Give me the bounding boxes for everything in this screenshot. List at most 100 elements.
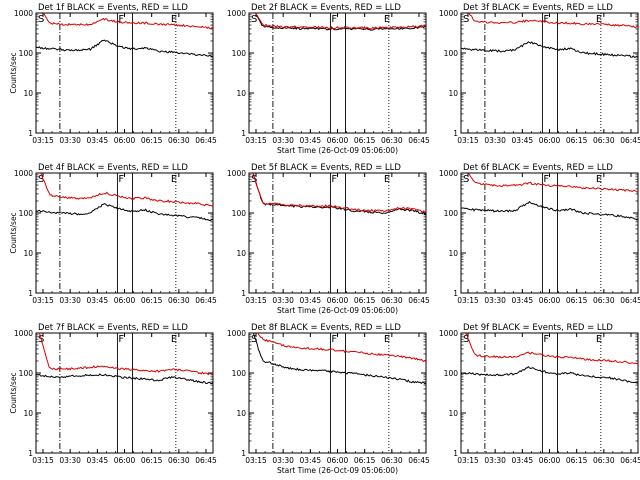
x-tick-label: 06:15: [141, 456, 163, 465]
x-tick-label: 06:30: [593, 456, 615, 465]
x-tick-label: 06:45: [408, 456, 430, 465]
y-tick-label: 100: [19, 209, 34, 218]
y-tick-label: 100: [232, 209, 247, 218]
marker-e: E: [171, 174, 177, 185]
plot-title: Det 9f BLACK = Events, RED = LLD: [463, 323, 613, 333]
x-tick-label: 06:15: [566, 136, 588, 145]
plot-title: Det 5f BLACK = Events, RED = LLD: [251, 163, 401, 173]
marker-e: E: [171, 14, 177, 25]
lld-series-line: [40, 173, 213, 207]
x-tick-label: 06:30: [381, 456, 403, 465]
y-tick-label: 100: [232, 49, 247, 58]
x-axis-label: Start Time (26-Oct-09 05:06:00): [277, 466, 398, 475]
axes-frame: [460, 332, 639, 454]
x-tick-label: 06:15: [566, 456, 588, 465]
marker-s: S: [251, 174, 257, 185]
marker-f: F: [331, 14, 337, 25]
x-axis-label: Start Time (26-Oct-09 05:06:00): [277, 146, 398, 155]
y-tick-label: 1000: [439, 329, 458, 338]
x-tick-label: 03:30: [59, 136, 81, 145]
x-tick-label: 06:15: [354, 296, 376, 305]
x-tick-label: 06:45: [195, 456, 217, 465]
lld-series-line: [255, 13, 426, 30]
x-tick-label: 06:30: [168, 136, 190, 145]
x-tick-label: 03:45: [87, 296, 109, 305]
y-tick-label: 1000: [439, 169, 458, 178]
x-tick-label: 03:45: [300, 456, 322, 465]
x-tick-label: 06:15: [141, 136, 163, 145]
plot-title: Det 2f BLACK = Events, RED = LLD: [251, 3, 401, 13]
x-tick-label: 06:45: [408, 296, 430, 305]
y-tick-label: 10: [23, 89, 33, 98]
marker-s: S: [463, 14, 469, 25]
marker-s: S: [463, 174, 469, 185]
y-tick-label: 1: [453, 129, 458, 138]
marker-f: F: [543, 174, 549, 185]
events-series-line: [254, 13, 426, 31]
y-axis-label: Counts/sec: [9, 52, 18, 93]
y-tick-label: 1: [241, 289, 246, 298]
subplot-4: Det 4f BLACK = Events, RED = LLD 1 10 100 10…: [9, 163, 217, 305]
x-tick-label: 03:30: [272, 296, 294, 305]
subplot-7: Det 7f BLACK = Events, RED = LLD 1 10 100 10…: [9, 323, 217, 465]
x-tick-label: 03:30: [272, 456, 294, 465]
y-tick-label: 1: [28, 289, 33, 298]
y-tick-label: 10: [236, 89, 246, 98]
y-tick-label: 100: [444, 209, 459, 218]
marker-s: S: [38, 174, 44, 185]
lld-series-line: [252, 173, 426, 213]
lld-series-line: [464, 333, 638, 365]
y-axis-label: Counts/sec: [9, 372, 18, 413]
x-tick-label: 03:30: [484, 456, 506, 465]
x-tick-label: 06:00: [539, 456, 561, 465]
axes-frame: [460, 172, 639, 294]
x-tick-label: 03:45: [300, 296, 322, 305]
y-tick-label: 100: [444, 49, 459, 58]
axes-frame: [248, 172, 427, 294]
axes-frame: [248, 12, 427, 134]
x-tick-label: 06:00: [539, 296, 561, 305]
x-tick-label: 06:30: [593, 296, 615, 305]
marker-f: F: [118, 14, 124, 25]
x-tick-label: 06:30: [381, 296, 403, 305]
y-tick-label: 1: [28, 129, 33, 138]
plot-title: Det 4f BLACK = Events, RED = LLD: [38, 163, 188, 173]
x-tick-label: 06:30: [168, 296, 190, 305]
marker-e: E: [596, 174, 602, 185]
y-tick-label: 1: [28, 449, 33, 458]
y-tick-label: 100: [19, 369, 34, 378]
lld-series-line: [468, 13, 638, 29]
marker-f: F: [543, 14, 549, 25]
y-tick-label: 1000: [227, 169, 246, 178]
y-tick-label: 10: [23, 249, 33, 258]
events-series-line: [461, 365, 638, 384]
marker-s: S: [251, 334, 257, 345]
lld-series-line: [42, 13, 213, 30]
marker-s: S: [251, 14, 257, 25]
subplot-8: Det 8f BLACK = Events, RED = LLD 1 10 100 10…: [227, 323, 430, 475]
x-tick-label: 03:15: [32, 456, 54, 465]
marker-e: E: [384, 14, 390, 25]
marker-e: E: [596, 334, 602, 345]
x-tick-label: 06:15: [141, 296, 163, 305]
axes-frame: [35, 172, 214, 294]
y-tick-label: 1000: [227, 9, 246, 18]
subplot-9: Det 9f BLACK = Events, RED = LLD 1 10 100 10…: [439, 323, 640, 465]
x-tick-label: 06:45: [195, 136, 217, 145]
x-tick-label: 06:45: [408, 136, 430, 145]
x-tick-label: 06:00: [327, 296, 349, 305]
marker-e: E: [384, 174, 390, 185]
x-tick-label: 06:00: [114, 456, 136, 465]
y-tick-label: 1000: [439, 9, 458, 18]
x-tick-label: 03:45: [512, 456, 534, 465]
x-tick-label: 06:15: [354, 456, 376, 465]
events-series-line: [461, 41, 638, 59]
x-tick-label: 03:15: [457, 296, 479, 305]
x-tick-label: 06:45: [195, 296, 217, 305]
y-tick-label: 10: [448, 89, 458, 98]
marker-f: F: [331, 334, 337, 345]
x-tick-label: 03:15: [457, 136, 479, 145]
y-tick-label: 1: [241, 129, 246, 138]
x-tick-label: 03:45: [512, 296, 534, 305]
